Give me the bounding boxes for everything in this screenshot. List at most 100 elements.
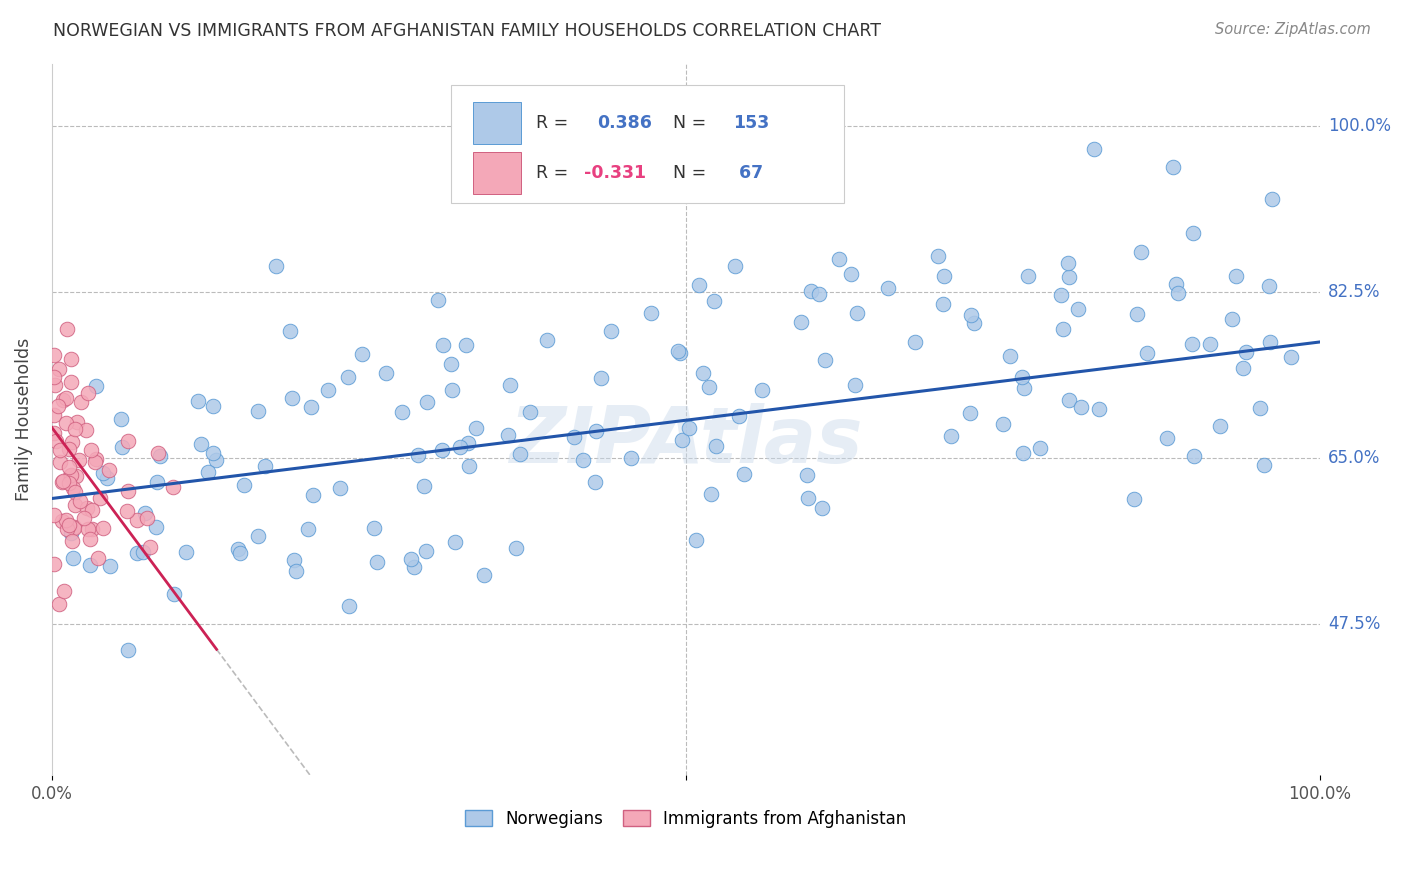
Point (688, 277, 710, 292)
Point (934, 268, 956, 283)
Point (1011, 446, 1033, 460)
Point (845, 306, 868, 320)
Point (723, 259, 745, 273)
Bar (472, 153, 520, 194)
Point (960, 308, 983, 322)
Point (678, 421, 700, 435)
Point (1129, 245, 1152, 260)
Point (703, 293, 725, 308)
Point (79, 532, 101, 546)
Point (174, 545, 197, 559)
Point (1182, 226, 1205, 240)
Point (51, 393, 73, 408)
Point (87, 551, 110, 566)
Point (205, 453, 228, 467)
Point (316, 383, 339, 397)
Text: Source: ZipAtlas.com: Source: ZipAtlas.com (1215, 22, 1371, 37)
Point (1261, 192, 1284, 206)
Point (190, 437, 212, 451)
Point (226, 542, 249, 557)
Point (79, 558, 101, 572)
Point (52, 474, 75, 488)
Point (464, 420, 486, 434)
Text: 0.386: 0.386 (598, 114, 652, 132)
Bar (472, 103, 520, 144)
Point (162, 480, 184, 494)
Point (352, 346, 374, 360)
Point (564, 430, 586, 444)
Point (59, 375, 82, 389)
Point (932, 297, 955, 311)
Point (828, 252, 851, 267)
Point (93, 521, 115, 535)
Point (1070, 401, 1092, 415)
Point (640, 306, 662, 320)
Point (391, 405, 413, 419)
Point (1136, 346, 1159, 360)
Point (66, 416, 89, 430)
Point (1156, 431, 1178, 445)
Point (692, 366, 714, 380)
Point (69, 493, 91, 508)
Point (187, 393, 209, 408)
Point (1126, 307, 1149, 321)
Point (55, 391, 77, 405)
Point (1087, 402, 1109, 417)
Point (1122, 492, 1144, 507)
Point (115, 504, 138, 518)
Point (797, 491, 820, 505)
Point (132, 545, 155, 559)
Point (329, 482, 352, 496)
Point (789, 315, 811, 329)
Point (285, 564, 308, 578)
Point (72, 511, 94, 525)
Point (1232, 361, 1254, 376)
Point (83, 454, 105, 468)
Point (84, 378, 107, 392)
Point (427, 293, 450, 307)
Point (76, 522, 98, 536)
Point (58, 442, 80, 456)
Point (117, 434, 139, 449)
Point (65, 422, 87, 436)
Point (699, 487, 721, 501)
Point (959, 406, 981, 420)
Point (77, 385, 100, 400)
Point (1083, 142, 1105, 156)
Point (98, 463, 121, 477)
Point (48, 361, 70, 376)
Point (993, 417, 1015, 432)
Point (585, 424, 607, 438)
Point (146, 446, 169, 460)
Point (814, 352, 837, 367)
Text: NORWEGIAN VS IMMIGRANTS FROM AFGHANISTAN FAMILY HOUSEHOLDS CORRELATION CHART: NORWEGIAN VS IMMIGRANTS FROM AFGHANISTAN… (53, 22, 882, 40)
Point (668, 345, 690, 359)
Point (80, 443, 103, 458)
Point (51, 475, 73, 490)
FancyBboxPatch shape (451, 86, 844, 202)
Point (415, 544, 437, 558)
Point (1057, 392, 1080, 407)
Point (449, 440, 471, 454)
Text: 65.0%: 65.0% (1329, 449, 1381, 467)
Point (135, 511, 157, 525)
Point (139, 540, 162, 554)
Point (963, 316, 986, 330)
Point (432, 338, 454, 352)
Point (671, 433, 693, 447)
Point (44, 377, 66, 392)
Point (84, 451, 107, 466)
Point (247, 403, 270, 417)
Point (45, 434, 67, 448)
Point (202, 446, 225, 460)
Point (1052, 322, 1074, 336)
Point (408, 448, 430, 462)
Point (134, 506, 156, 520)
Point (44, 370, 66, 384)
Point (44, 558, 66, 572)
Point (266, 259, 288, 273)
Point (505, 541, 527, 556)
Point (751, 383, 773, 397)
Point (110, 412, 132, 426)
Point (509, 447, 531, 461)
